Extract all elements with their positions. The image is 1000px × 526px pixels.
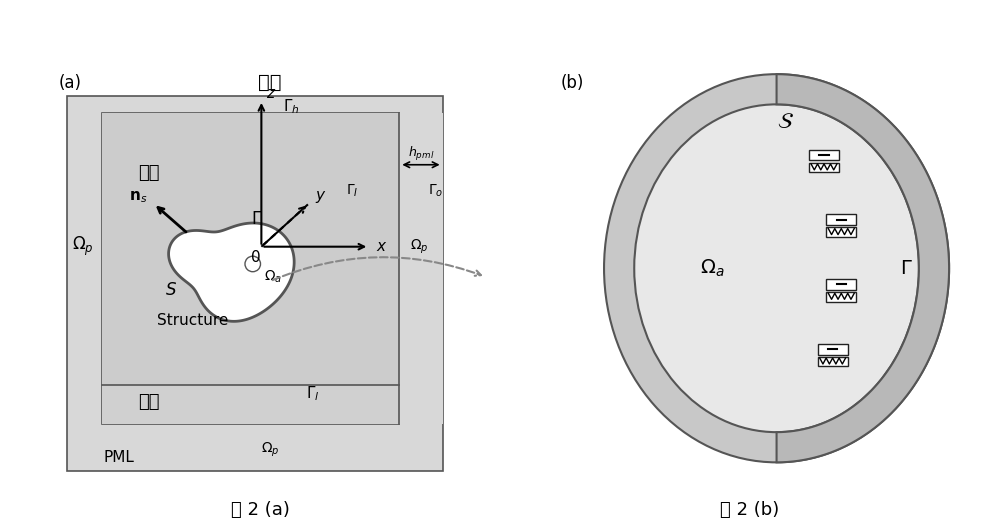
Text: $\Gamma$: $\Gamma$ [900, 259, 912, 278]
Text: (b): (b) [561, 74, 584, 92]
Text: (a): (a) [59, 74, 82, 92]
Text: 图 2 (b): 图 2 (b) [720, 501, 780, 519]
Text: $\Gamma_o$: $\Gamma_o$ [428, 183, 444, 199]
Text: $\mathcal{S}$: $\mathcal{S}$ [777, 112, 794, 132]
FancyBboxPatch shape [102, 113, 399, 423]
Polygon shape [169, 223, 294, 321]
FancyBboxPatch shape [67, 96, 443, 471]
Text: PML: PML [104, 450, 134, 464]
Text: $0$: $0$ [250, 249, 260, 266]
Text: $\Omega_a$: $\Omega_a$ [700, 258, 724, 279]
Text: 海面: 海面 [258, 73, 282, 92]
Text: Structure: Structure [157, 312, 228, 328]
Text: $\Gamma$: $\Gamma$ [251, 210, 262, 228]
FancyBboxPatch shape [826, 215, 856, 225]
FancyBboxPatch shape [399, 113, 443, 423]
Ellipse shape [634, 104, 919, 432]
Text: 海底: 海底 [138, 393, 160, 411]
Text: $\Omega_p$: $\Omega_p$ [261, 441, 279, 459]
Text: $h_{pml}$: $h_{pml}$ [408, 145, 434, 163]
Text: $z$: $z$ [266, 86, 276, 101]
Polygon shape [777, 74, 949, 462]
Text: $\Gamma_I$: $\Gamma_I$ [346, 183, 358, 199]
Text: $\mathbf{n}_s$: $\mathbf{n}_s$ [129, 189, 147, 205]
Ellipse shape [604, 74, 949, 462]
Text: $S$: $S$ [165, 281, 177, 299]
FancyBboxPatch shape [826, 292, 856, 302]
Text: $\Gamma_l$: $\Gamma_l$ [306, 384, 320, 403]
Text: $\Omega_a$: $\Omega_a$ [264, 269, 282, 285]
Text: $x$: $x$ [376, 239, 387, 254]
Text: 图 2 (a): 图 2 (a) [231, 501, 289, 519]
Text: $\Omega_p$: $\Omega_p$ [72, 235, 93, 258]
FancyBboxPatch shape [818, 357, 848, 367]
Text: $\Omega_p$: $\Omega_p$ [410, 238, 428, 256]
Text: $y$: $y$ [315, 189, 327, 205]
Text: $\Gamma_h$: $\Gamma_h$ [283, 97, 300, 116]
FancyBboxPatch shape [826, 227, 856, 237]
FancyBboxPatch shape [809, 149, 839, 160]
Text: 海水: 海水 [138, 164, 160, 183]
FancyBboxPatch shape [826, 279, 856, 290]
FancyBboxPatch shape [818, 344, 848, 355]
FancyBboxPatch shape [809, 163, 839, 173]
FancyBboxPatch shape [102, 385, 399, 423]
FancyBboxPatch shape [102, 113, 399, 385]
